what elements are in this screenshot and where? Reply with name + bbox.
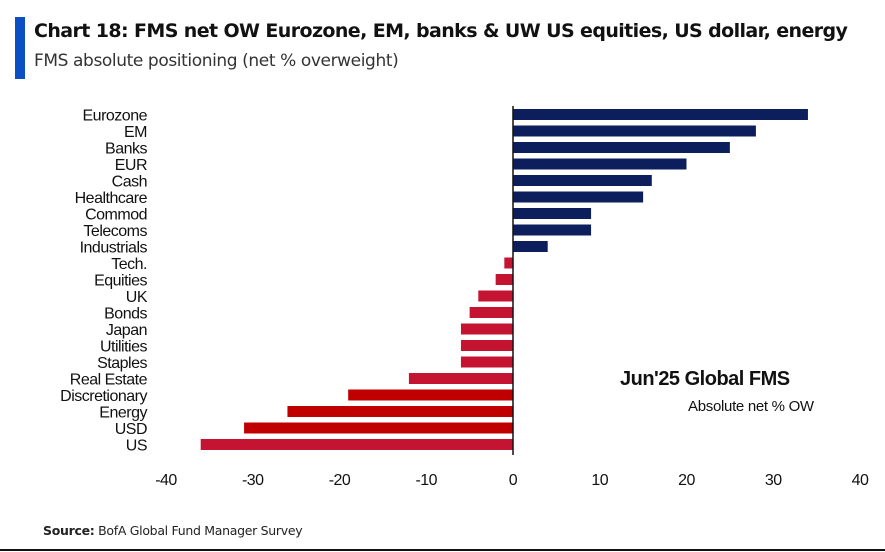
bar-utilities [460, 340, 513, 351]
bar-bonds [469, 307, 513, 318]
x-tick-label: 30 [765, 472, 782, 489]
category-label: Healthcare [75, 190, 148, 207]
category-label: UK [126, 289, 148, 306]
bar-em [513, 125, 756, 137]
bar-equities [495, 274, 513, 285]
category-label: Eurozone [83, 108, 148, 125]
bottom-rule [0, 549, 885, 551]
bar-industrials [513, 241, 548, 252]
category-label: EM [124, 124, 147, 141]
bar-japan [460, 323, 513, 335]
x-tick-labels: -40 -30 -20 -10 0 10 20 30 40 [155, 472, 869, 489]
chart-subtitle: FMS absolute positioning (net % overweig… [34, 51, 399, 71]
bar-usd [244, 422, 513, 434]
source-note: Source: BofA Global Fund Manager Survey [43, 523, 303, 538]
category-label: Cash [112, 174, 147, 191]
bar-staples [460, 356, 513, 368]
bar-discretionary [348, 389, 513, 401]
bar-uk [478, 290, 513, 302]
category-label: Staples [97, 355, 147, 372]
bar-tech [504, 257, 513, 269]
title-accent-bar [15, 17, 25, 79]
bar-healthcare [513, 191, 644, 203]
bar-energy [287, 406, 513, 417]
x-tick-label: -30 [242, 472, 264, 489]
bar-us [200, 439, 513, 450]
bar-eur [513, 158, 687, 170]
category-label: Commod [85, 207, 147, 224]
x-tick-label: 40 [852, 472, 869, 489]
bar-banks [513, 142, 730, 153]
category-label: US [126, 438, 147, 455]
category-label: Tech. [111, 256, 147, 273]
bar-eurozone [513, 109, 808, 120]
category-label: Real Estate [70, 372, 148, 389]
bar-commod [513, 208, 592, 219]
annotation-title: Jun'25 Global FMS [620, 368, 790, 390]
category-label: Utilities [100, 339, 148, 356]
source-label: Source: [43, 523, 95, 538]
category-label: EUR [115, 157, 147, 174]
category-label: Discretionary [60, 388, 147, 405]
x-tick-label: 20 [678, 472, 695, 489]
source-text: BofA Global Fund Manager Survey [94, 523, 303, 538]
x-tick-label: 0 [509, 472, 518, 489]
category-label: Telecoms [83, 223, 147, 240]
annotation-subtitle: Absolute net % OW [688, 398, 814, 415]
category-label: Energy [99, 405, 147, 422]
category-label: Equities [94, 273, 147, 290]
category-label: Industrials [80, 240, 148, 257]
chart-title: Chart 18: FMS net OW Eurozone, EM, banks… [34, 20, 848, 42]
category-label: Banks [105, 141, 147, 158]
x-tick-label: -20 [329, 472, 351, 489]
x-tick-label: -10 [415, 472, 437, 489]
bar-telecoms [513, 224, 592, 236]
bars-group [200, 109, 808, 450]
bar-real-estate [408, 373, 513, 384]
x-tick-label: -40 [155, 472, 177, 489]
category-label: Japan [106, 322, 147, 339]
category-label: USD [115, 421, 147, 438]
bar-cash [513, 175, 652, 186]
x-tick-label: 10 [591, 472, 608, 489]
category-label: Bonds [104, 306, 147, 323]
category-labels: EurozoneEMBanksEURCashHealthcareCommodTe… [60, 108, 148, 455]
